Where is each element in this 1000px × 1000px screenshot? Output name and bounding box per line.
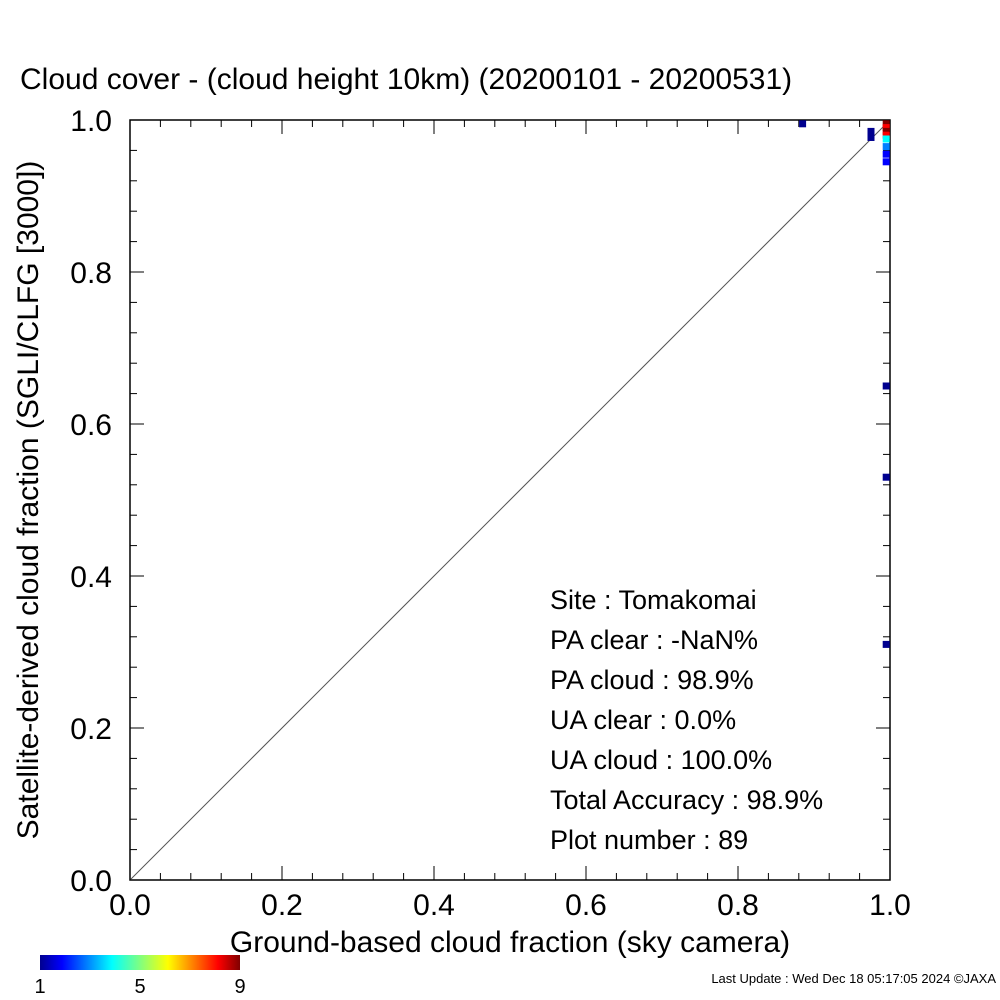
stat-line: PA clear : -NaN% [550,625,758,655]
data-cell [882,143,890,151]
x-tick-label: 0.0 [109,889,151,922]
data-cell [882,640,890,648]
chart-title: Cloud cover - (cloud height 10km) (20200… [20,63,792,96]
data-cell [882,120,890,128]
x-tick-label: 0.8 [717,889,759,922]
data-cell [882,158,890,166]
plot-area [129,119,891,881]
data-cell [882,127,890,135]
y-tick-label: 0.8 [70,257,112,290]
data-cell [882,124,890,132]
data-cells [799,120,890,648]
data-cell [882,131,890,139]
colorbar-label-mid: 5 [134,976,145,998]
colorbar-label-max: 9 [234,976,245,998]
stat-line: Plot number : 89 [550,825,748,855]
x-tick-label: 1.0 [869,889,911,922]
data-cell [882,135,890,143]
x-tick-label: 0.2 [261,889,303,922]
x-tick-labels: 0.0 0.2 0.4 0.6 0.8 1.0 [109,889,911,922]
y-tick-label: 1.0 [70,105,112,138]
data-cell [882,150,890,158]
stat-line: Site : Tomakomai [550,585,757,615]
y-tick-label: 0.0 [70,865,112,898]
x-tick-label: 0.6 [565,889,607,922]
stats-block: Site : Tomakomai PA clear : -NaN% PA cloud… [550,585,823,855]
data-cell [882,473,890,481]
stat-line: PA cloud : 98.9% [550,665,754,695]
stat-line: UA clear : 0.0% [550,705,736,735]
y-tick-label: 0.2 [70,713,112,746]
x-tick-label: 0.4 [413,889,455,922]
x-axis-label: Ground-based cloud fraction (sky camera) [230,926,790,959]
reference-line [129,119,891,881]
y-tick-label: 0.4 [70,561,112,594]
y-tick-label: 0.6 [70,409,112,442]
y-tick-labels: 0.0 0.2 0.4 0.6 0.8 1.0 [70,105,112,898]
axis-ticks [129,119,891,881]
colorbar-label-min: 1 [34,976,45,998]
data-cell [882,382,890,390]
footer-update-text: Last Update : Wed Dec 18 05:17:05 2024 ©… [711,971,996,986]
stat-line: UA cloud : 100.0% [550,745,772,775]
y-axis-label: Satellite-derived cloud fraction (SGLI/C… [12,161,45,840]
data-cell [799,120,807,128]
data-cell [867,133,875,141]
colorbar [40,955,240,970]
stat-line: Total Accuracy : 98.9% [550,785,823,815]
data-cell [867,127,875,135]
